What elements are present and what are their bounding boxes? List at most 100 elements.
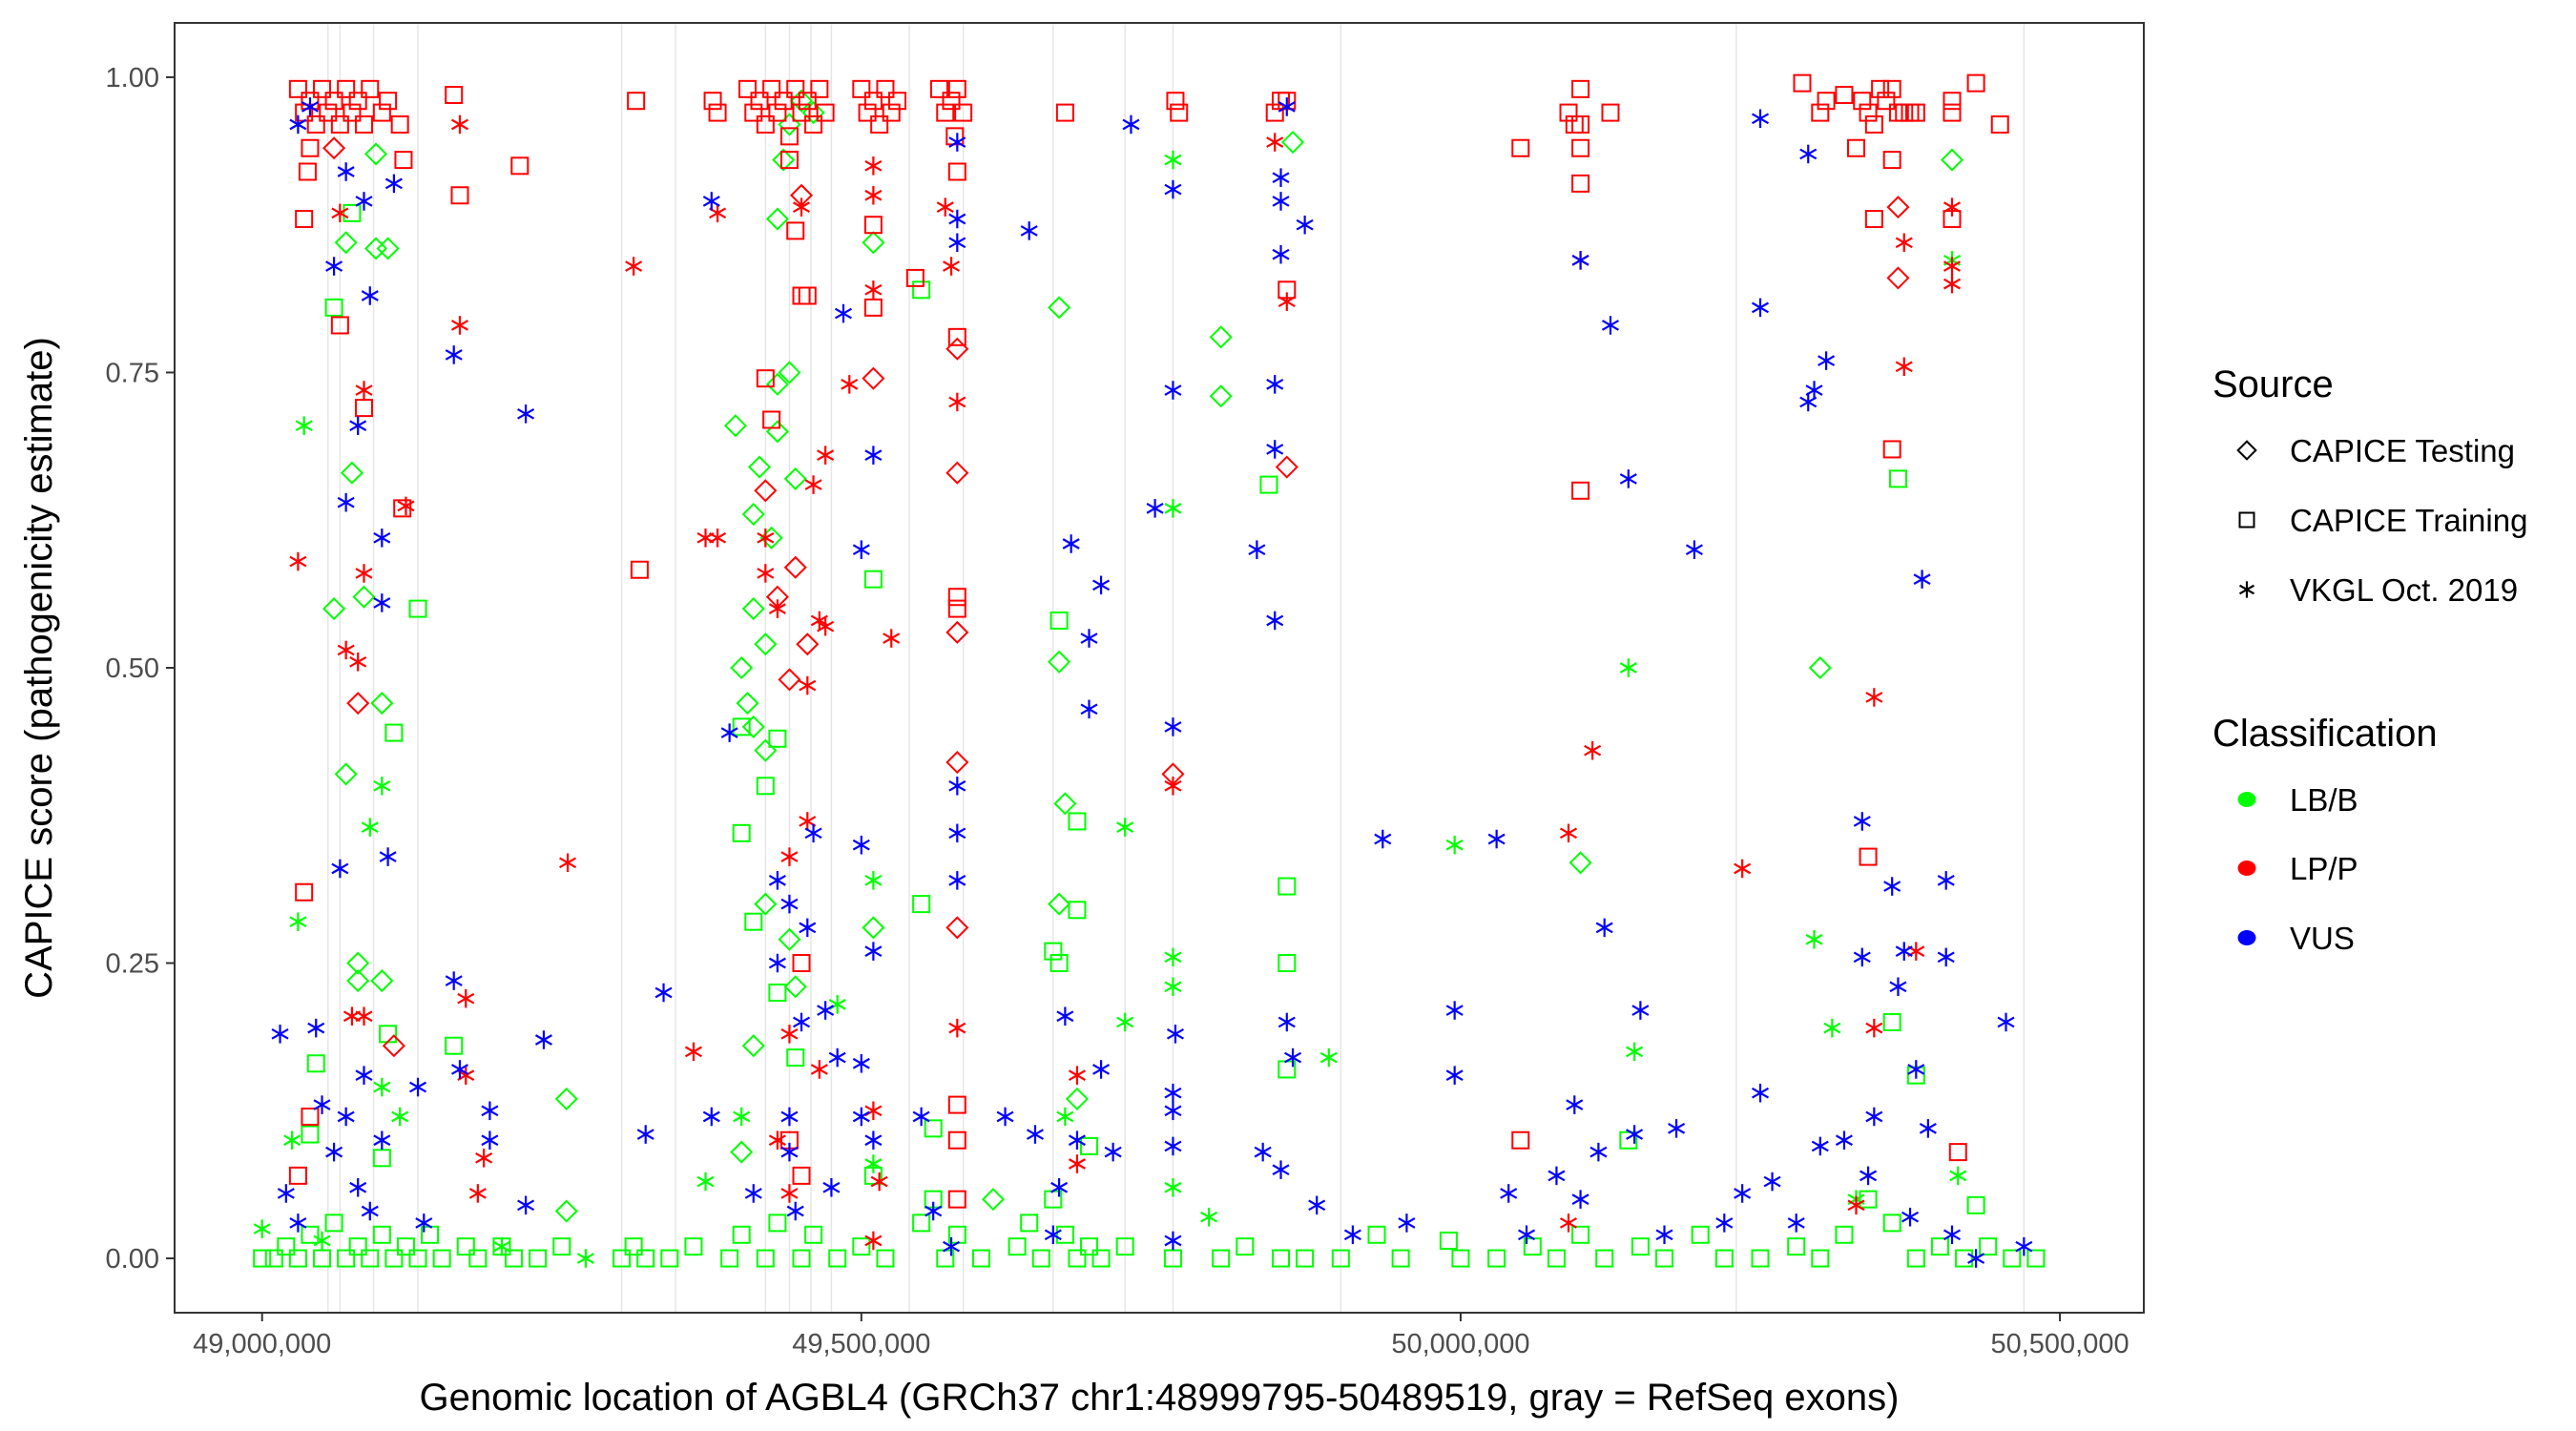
point-vus-asterisk [1751, 298, 1770, 318]
point-lbb-diamond [370, 969, 394, 993]
point-lbb-square [852, 1237, 871, 1256]
point-lpp-square [1948, 1143, 1967, 1162]
point-lbb-square [408, 599, 427, 618]
point-lpp-square [324, 92, 343, 111]
point-vus-asterisk [1685, 540, 1703, 559]
point-lpp-asterisk [943, 257, 961, 276]
data-points [253, 73, 2046, 1268]
point-lbb-square [1091, 1249, 1111, 1268]
point-vus-asterisk [822, 1177, 841, 1197]
point-vus-asterisk [1548, 1166, 1566, 1186]
point-lpp-asterisk [817, 616, 835, 636]
point-lbb-diamond [376, 237, 400, 260]
point-lpp-diamond [945, 620, 969, 644]
point-vus-asterisk [1026, 1125, 1044, 1144]
point-vus-asterisk [864, 942, 883, 961]
point-vus-asterisk [1254, 1142, 1272, 1162]
point-lpp-square [330, 114, 349, 134]
point-lbb-square [301, 1225, 320, 1244]
point-lbb-asterisk [1164, 1177, 1182, 1197]
point-vus-asterisk [289, 114, 307, 135]
point-lbb-square [1049, 954, 1069, 973]
point-lpp-asterisk [349, 653, 367, 672]
point-vus-asterisk [912, 1107, 930, 1127]
point-lbb-diamond [765, 372, 789, 396]
point-vus-asterisk [1805, 381, 1823, 400]
point-lbb-asterisk [1619, 658, 1637, 677]
point-vus-asterisk [1655, 1225, 1673, 1245]
point-lpp-square [852, 79, 871, 98]
point-vus-asterisk [1853, 812, 1871, 831]
point-lbb-asterisk [733, 1107, 751, 1127]
point-vus-asterisk [1398, 1213, 1416, 1233]
point-lpp-asterisk [1942, 274, 1962, 294]
point-lpp-asterisk [864, 1231, 883, 1251]
point-lbb-asterisk [283, 1130, 301, 1151]
point-vus-asterisk [834, 303, 852, 323]
point-vus-asterisk [720, 723, 738, 742]
point-lpp-square [947, 588, 966, 607]
point-lbb-square [1259, 475, 1278, 494]
point-lbb-square [624, 1237, 643, 1256]
point-lpp-square [1835, 86, 1854, 105]
point-lpp-asterisk [355, 1006, 373, 1027]
point-vus-asterisk [1092, 575, 1111, 595]
point-lpp-square [779, 151, 799, 170]
point-vus-asterisk [373, 593, 391, 612]
point-lpp-square [361, 79, 380, 98]
point-lpp-square [313, 79, 332, 98]
point-vus-asterisk [1895, 942, 1913, 961]
point-lpp-asterisk [1865, 1018, 1883, 1038]
point-lpp-square [816, 103, 835, 122]
point-lpp-asterisk [1068, 1066, 1086, 1085]
point-lpp-asterisk [1847, 1195, 1865, 1215]
point-vus-asterisk [636, 1125, 654, 1144]
point-lbb-square [1391, 1249, 1410, 1268]
point-vus-asterisk [1626, 1125, 1644, 1144]
point-lbb-square [306, 1054, 325, 1073]
x-tick-label: 50,000,000 [1391, 1329, 1529, 1359]
point-vus-asterisk [768, 871, 786, 890]
point-vus-asterisk [325, 257, 343, 276]
point-lpp-square [1511, 1130, 1530, 1150]
point-vus-asterisk [1865, 1107, 1883, 1127]
point-lbb-diamond [1281, 131, 1305, 155]
x-tick-label: 49,500,000 [792, 1329, 930, 1359]
point-lbb-square [1714, 1249, 1734, 1268]
point-lbb-square [613, 1249, 632, 1268]
point-lbb-square [1655, 1249, 1674, 1268]
point-lbb-diamond [1048, 296, 1071, 320]
point-vus-asterisk [924, 1201, 943, 1221]
point-lbb-diamond [1048, 892, 1071, 916]
point-lpp-square [947, 1130, 966, 1150]
point-vus-asterisk [1883, 877, 1901, 896]
point-lpp-asterisk [757, 529, 775, 548]
point-lbb-square [1080, 1237, 1099, 1256]
point-vus-asterisk [1487, 829, 1506, 849]
point-lbb-diamond [334, 762, 358, 786]
point-lbb-square [445, 1036, 464, 1055]
point-lbb-square [2003, 1249, 2022, 1268]
point-lpp-asterisk [468, 1184, 487, 1203]
point-vus-asterisk [1445, 1001, 1464, 1020]
point-vus-asterisk [1164, 179, 1182, 199]
point-vus-asterisk [780, 1107, 799, 1127]
y-tick-label: 0.75 [106, 358, 159, 388]
point-lpp-square [1864, 114, 1883, 134]
point-lpp-square [1966, 73, 1985, 93]
point-lpp-diamond [1275, 455, 1298, 479]
point-lpp-square [708, 103, 727, 122]
point-lpp-diamond [796, 633, 820, 656]
point-lpp-square [882, 103, 901, 122]
point-lbb-square [324, 1213, 343, 1233]
point-vus-asterisk [702, 192, 720, 211]
point-vus-asterisk [1445, 1066, 1464, 1085]
point-vus-asterisk [1284, 1047, 1302, 1068]
point-lbb-diamond [1568, 851, 1592, 875]
point-lpp-asterisk [757, 564, 775, 583]
point-lpp-square [762, 79, 781, 98]
point-lpp-square [1871, 79, 1890, 98]
point-vus-asterisk [301, 97, 319, 116]
point-lbb-square [1031, 1249, 1050, 1268]
point-vus-asterisk [1164, 1231, 1182, 1251]
